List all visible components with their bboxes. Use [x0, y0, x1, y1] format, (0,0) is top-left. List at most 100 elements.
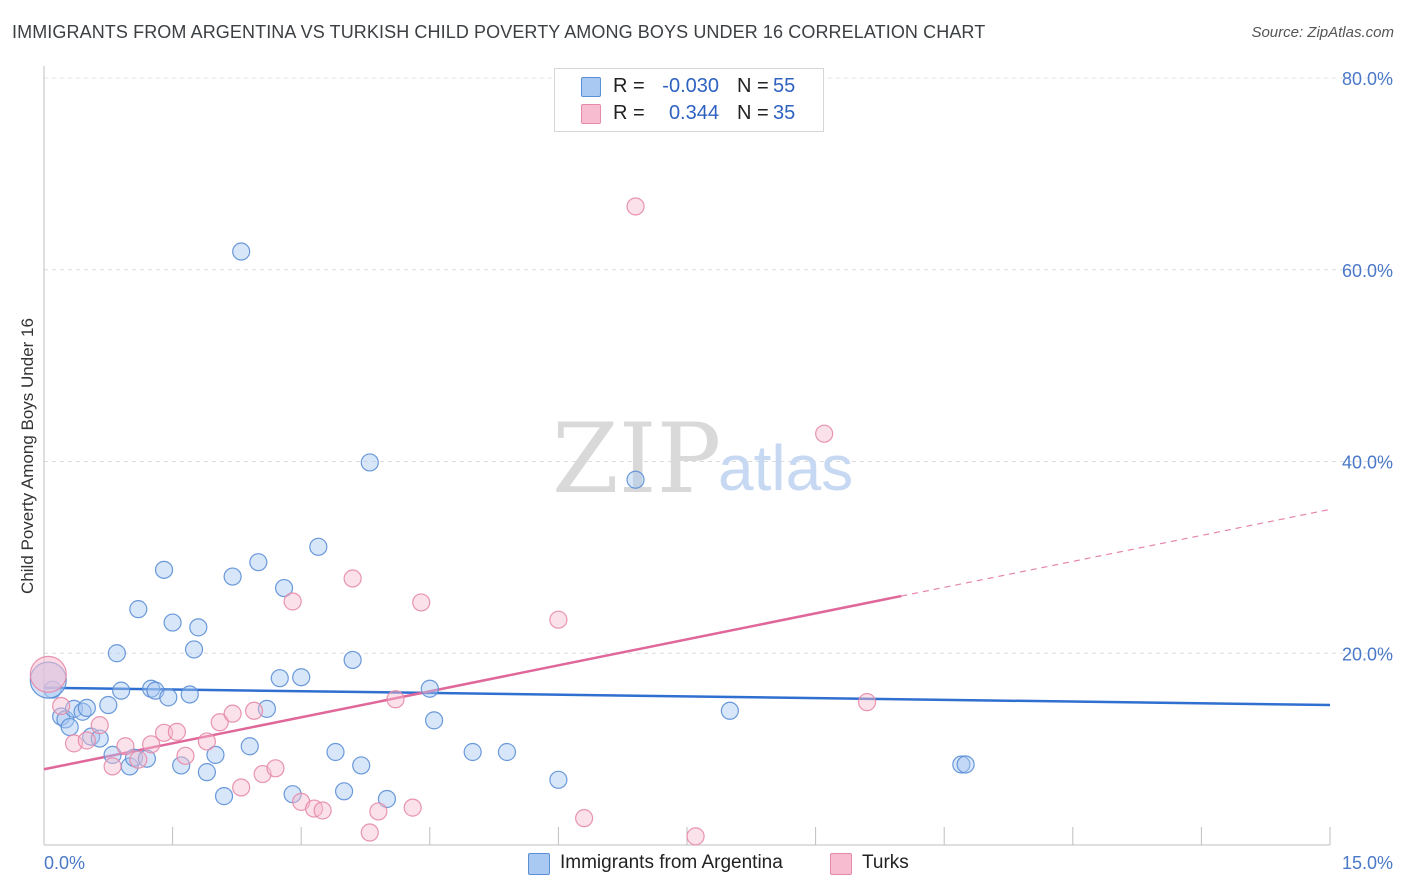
point-turks: [129, 750, 148, 769]
n-label: N =: [737, 102, 769, 124]
r-value: -0.030: [662, 75, 719, 97]
y-tick-label: 80.0%: [1342, 69, 1393, 89]
point-argentina: [129, 600, 148, 619]
point-argentina: [172, 756, 191, 775]
point-argentina: [497, 742, 517, 762]
point-turks: [52, 696, 71, 716]
point-argentina: [956, 755, 975, 774]
point-argentina: [159, 688, 178, 707]
point-argentina: [326, 742, 345, 762]
point-turks: [283, 592, 302, 611]
r-value: 0.344: [668, 102, 719, 124]
point-turks: [575, 809, 594, 828]
point-turks: [77, 731, 96, 750]
point-argentina: [463, 742, 482, 762]
point-argentina: [952, 755, 971, 774]
n-value: 55: [773, 75, 796, 97]
correlation-stats-box: R = -0.030 N = 55 R = 0.344 N = 35: [554, 68, 824, 132]
point-argentina: [214, 787, 234, 806]
point-argentina: [549, 770, 568, 789]
point-turks: [815, 424, 834, 443]
point-turks: [412, 593, 431, 612]
point-argentina: [240, 737, 259, 756]
tick-labels: 20.0% 40.0% 60.0% 80.0% 0.0% 15.0%: [44, 69, 1393, 873]
point-argentina: [154, 560, 174, 579]
point-argentina: [189, 618, 208, 637]
point-turks: [343, 569, 362, 588]
point-argentina: [184, 640, 204, 659]
grid-lines: [44, 77, 1392, 654]
point-turks: [142, 735, 161, 754]
legend-label: Immigrants from Argentina: [560, 852, 783, 873]
point-argentina: [206, 745, 225, 764]
y-tick-label: 60.0%: [1342, 261, 1393, 281]
point-argentina: [424, 711, 444, 730]
x-tick-label-min: 0.0%: [44, 853, 85, 873]
point-argentina: [60, 717, 79, 737]
x-tick-label-max: 15.0%: [1342, 853, 1393, 873]
point-turks: [116, 737, 135, 756]
n-value: 35: [773, 102, 796, 124]
point-argentina: [163, 613, 182, 632]
point-argentina: [420, 679, 439, 698]
point-turks: [386, 690, 405, 709]
point-turks: [223, 704, 242, 723]
point-turks: [686, 827, 705, 846]
point-turks: [857, 693, 877, 712]
point-turks: [103, 757, 122, 776]
point-turks: [626, 197, 645, 216]
point-argentina: [334, 782, 354, 801]
n-label: N =: [737, 75, 769, 97]
point-argentina: [626, 470, 645, 489]
data-points: [29, 197, 975, 846]
point-turks: [313, 801, 332, 820]
point-argentina: [360, 453, 379, 472]
argentina-swatch: [581, 77, 601, 97]
point-argentina: [270, 669, 289, 688]
watermark: ZIP atlas: [552, 403, 853, 515]
point-argentina: [197, 763, 216, 782]
point-turks: [369, 802, 388, 821]
point-argentina: [720, 701, 739, 720]
point-turks: [266, 759, 285, 778]
point-argentina: [249, 553, 268, 572]
point-argentina: [352, 756, 371, 775]
point-turks: [197, 732, 216, 751]
point-argentina: [309, 537, 328, 556]
point-turks: [232, 778, 251, 797]
r-label: R =: [613, 102, 645, 124]
trend-lines: [43, 508, 1331, 771]
point-argentina: [274, 578, 294, 598]
point-argentina: [180, 685, 199, 704]
legend-swatch-turks: [830, 853, 852, 875]
point-argentina: [107, 644, 126, 663]
point-turks: [154, 723, 174, 742]
point-turks: [549, 610, 568, 629]
point-argentina: [112, 681, 131, 700]
point-argentina: [99, 695, 118, 715]
source-label: Source: ZipAtlas.com: [1251, 24, 1394, 41]
point-turks: [360, 823, 379, 842]
y-axis-label: Child Poverty Among Boys Under 16: [18, 318, 37, 594]
r-label: R =: [613, 75, 645, 97]
point-argentina: [223, 567, 242, 586]
trend-line-argentina: [43, 686, 1331, 707]
watermark-zip: ZIP: [552, 403, 721, 515]
point-turks: [244, 701, 264, 720]
legend-swatch-argentina: [528, 853, 550, 875]
watermark-atlas: atlas: [718, 432, 853, 504]
turks-swatch: [581, 104, 601, 124]
point-turks: [167, 722, 186, 741]
point-argentina: [232, 242, 251, 261]
chart-title: IMMIGRANTS FROM ARGENTINA VS TURKISH CHI…: [12, 22, 986, 42]
trend-line-turks-extrapolated: [901, 508, 1331, 597]
point-argentina: [292, 668, 311, 687]
y-tick-label: 20.0%: [1342, 644, 1393, 664]
y-tick-label: 40.0%: [1342, 453, 1393, 473]
point-turks: [403, 798, 422, 817]
axes: [43, 66, 1331, 846]
trend-line-turks: [43, 594, 902, 771]
point-turks: [176, 746, 195, 765]
point-turks: [90, 716, 109, 735]
point-argentina: [377, 789, 397, 809]
